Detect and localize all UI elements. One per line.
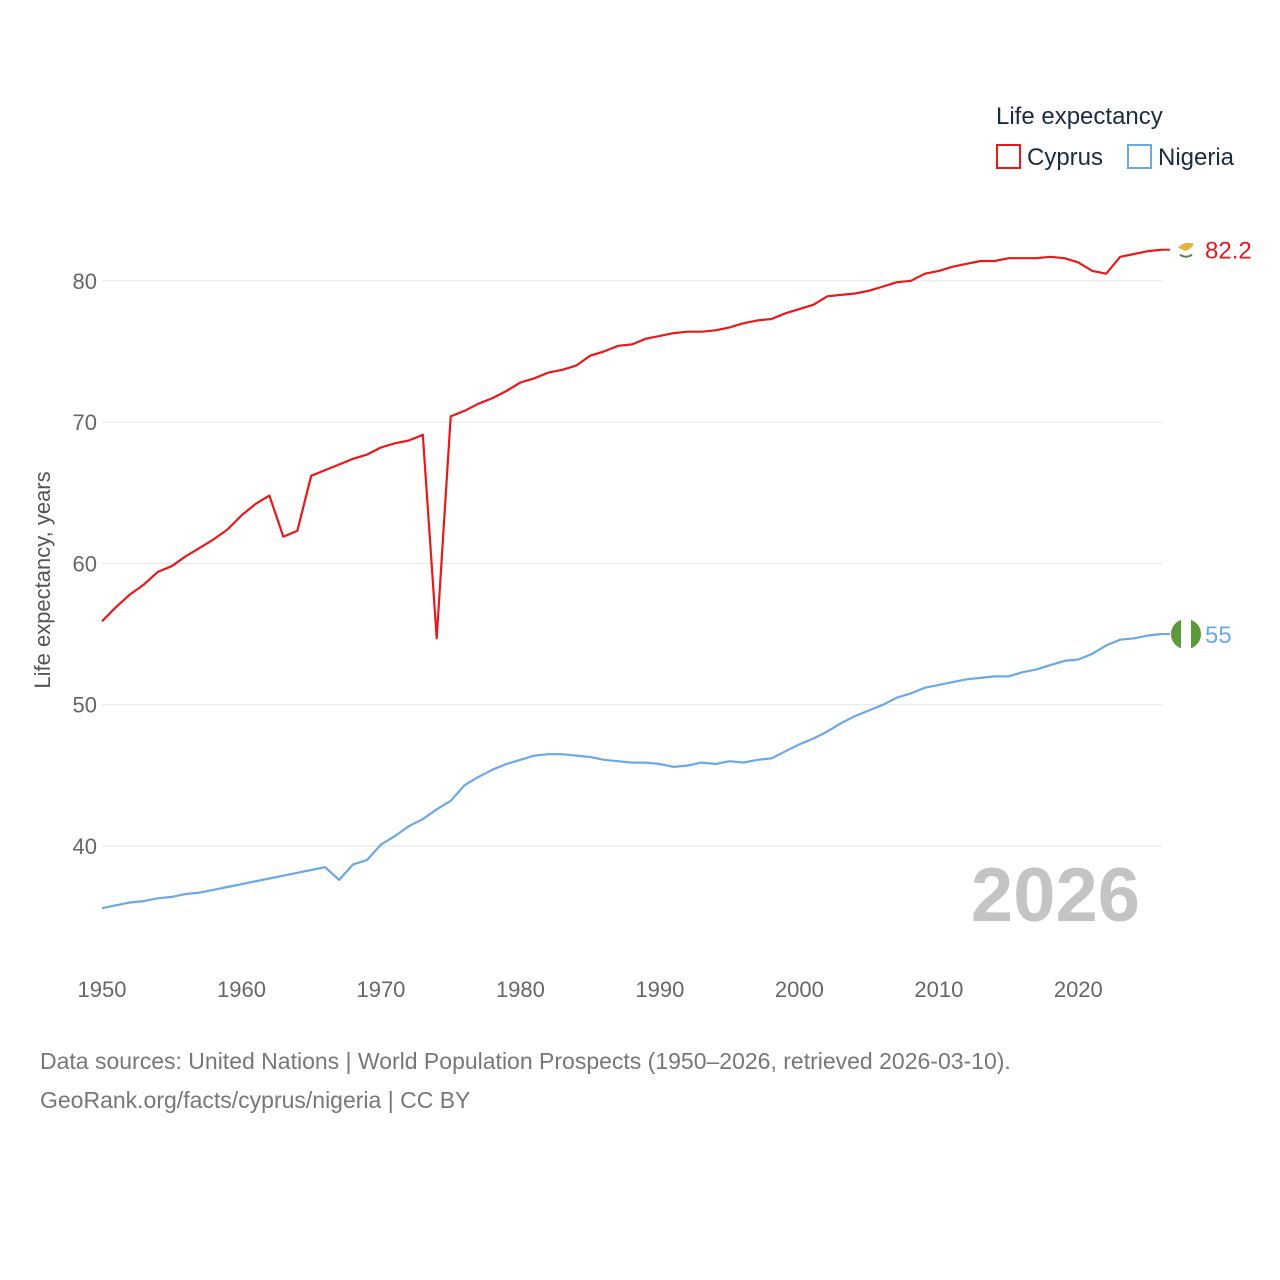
y-axis-ticks: 40 50 60 70 80 xyxy=(73,269,97,859)
nigeria-flag-icon xyxy=(1171,619,1202,650)
x-tick-label: 1950 xyxy=(78,977,127,1002)
life-expectancy-chart: 40 50 60 70 80 1950 1960 1970 1980 1990 2000 2010 2… xyxy=(30,103,1252,1002)
y-tick-label: 50 xyxy=(73,693,97,718)
series-end-markers: 82.2 55 xyxy=(1162,238,1252,650)
y-tick-label: 40 xyxy=(73,834,97,859)
current-year-watermark: 2026 xyxy=(971,853,1140,938)
footer: Data sources: United Nations | World Pop… xyxy=(40,1042,1011,1120)
y-tick-label: 80 xyxy=(73,269,97,294)
series-line-cyprus xyxy=(101,248,1163,640)
data-source-text: Data sources: United Nations | World Pop… xyxy=(40,1048,1011,1074)
series-line-nigeria xyxy=(101,632,1163,910)
legend-item-nigeria[interactable]: Nigeria xyxy=(1127,144,1235,171)
cyprus-flag-icon xyxy=(1176,239,1196,260)
legend-swatch-nigeria xyxy=(1127,144,1152,169)
end-value-label-nigeria: 55 xyxy=(1205,622,1232,649)
x-tick-label: 1980 xyxy=(496,977,545,1002)
legend: Life expectancy Cyprus Nigeria xyxy=(996,103,1235,171)
x-tick-label: 1990 xyxy=(635,977,684,1002)
x-axis-ticks: 1950 1960 1970 1980 1990 2000 2010 2020 xyxy=(78,977,1103,1002)
legend-label-cyprus: Cyprus xyxy=(1027,144,1103,171)
legend-title: Life expectancy xyxy=(996,103,1163,130)
y-tick-label: 60 xyxy=(73,551,97,576)
attribution-link[interactable]: GeoRank.org/facts/cyprus/nigeria | CC BY xyxy=(40,1087,471,1113)
legend-label-nigeria: Nigeria xyxy=(1158,144,1235,171)
x-tick-label: 1970 xyxy=(356,977,405,1002)
legend-swatch-cyprus xyxy=(996,144,1021,169)
series-lines xyxy=(101,248,1163,910)
end-value-label-cyprus: 82.2 xyxy=(1205,238,1252,265)
y-axis-label: Life expectancy, years xyxy=(30,471,55,688)
y-tick-label: 70 xyxy=(73,410,97,435)
x-tick-label: 1960 xyxy=(217,977,266,1002)
x-tick-label: 2010 xyxy=(914,977,963,1002)
x-tick-label: 2000 xyxy=(775,977,824,1002)
x-tick-label: 2020 xyxy=(1054,977,1103,1002)
legend-item-cyprus[interactable]: Cyprus xyxy=(996,144,1103,171)
grid-lines xyxy=(102,280,1162,847)
